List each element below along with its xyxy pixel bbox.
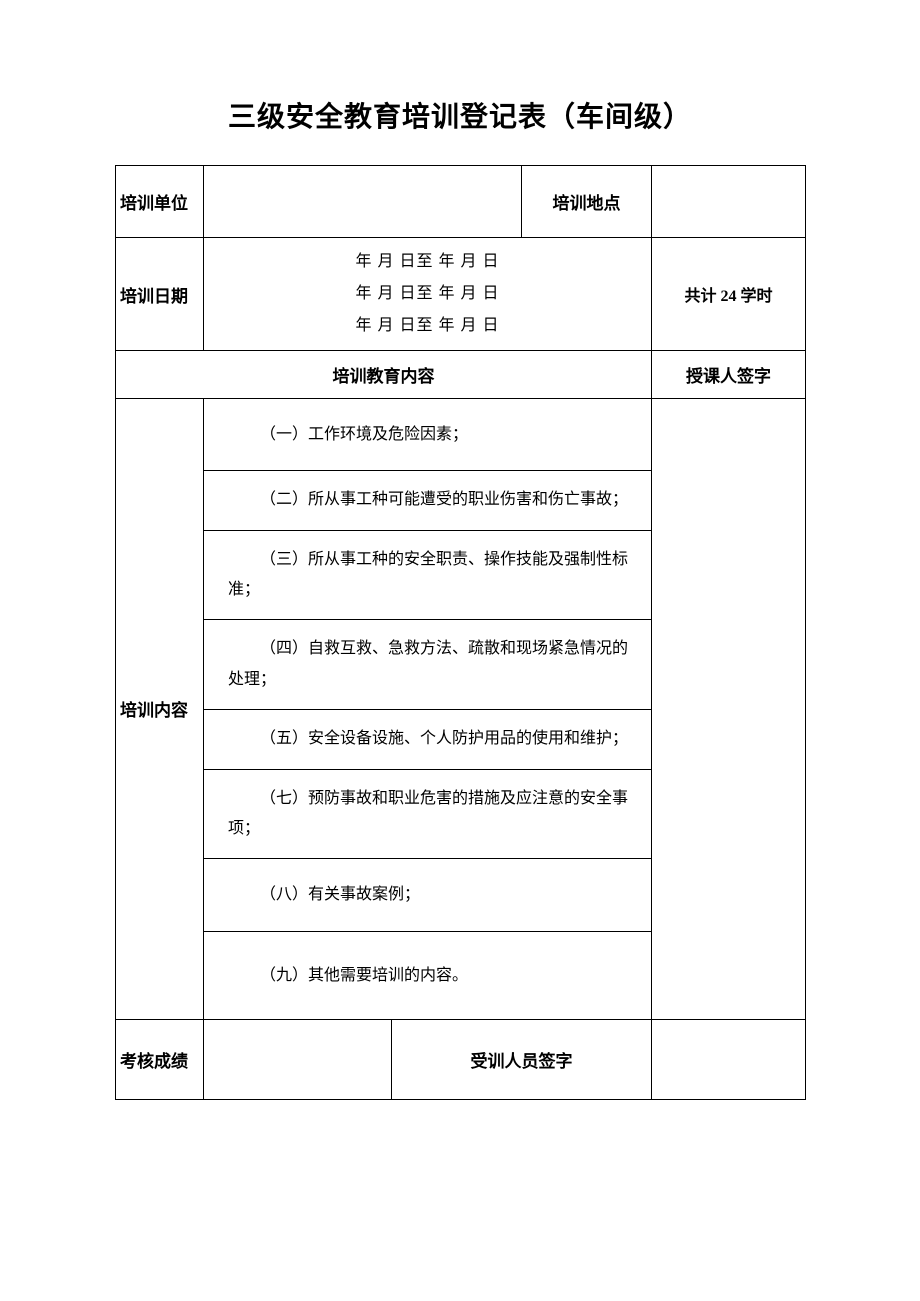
date-values: 年 月 日至 年 月 日 年 月 日至 年 月 日 年 月 日至 年 月 日: [204, 238, 652, 351]
date-line: 年 月 日至 年 月 日: [204, 278, 651, 310]
content-item: （四）自救互救、急救方法、疏散和现场紧急情况的处理；: [204, 620, 652, 710]
trainee-sign-value: [652, 1019, 806, 1099]
table-row: 培训教育内容 授课人签字: [116, 351, 806, 399]
content-header: 培训教育内容: [116, 351, 652, 399]
page-title: 三级安全教育培训登记表（车间级）: [115, 95, 805, 135]
trainee-sign-label: 受训人员签字: [392, 1019, 652, 1099]
signer-header: 授课人签字: [652, 351, 806, 399]
location-value: [652, 166, 806, 238]
content-item: （三）所从事工种的安全职责、操作技能及强制性标准；: [204, 530, 652, 620]
signer-value: [652, 399, 806, 1020]
content-item: （二）所从事工种可能遭受的职业伤害和伤亡事故；: [204, 471, 652, 530]
location-label: 培训地点: [522, 166, 652, 238]
unit-value: [204, 166, 522, 238]
table-row: 考核成绩 受训人员签字: [116, 1019, 806, 1099]
content-item: （九）其他需要培训的内容。: [204, 931, 652, 1019]
score-label: 考核成绩: [116, 1019, 204, 1099]
content-item: （五）安全设备设施、个人防护用品的使用和维护；: [204, 710, 652, 769]
content-item: （七）预防事故和职业危害的措施及应注意的安全事项；: [204, 769, 652, 859]
date-label: 培训日期: [116, 238, 204, 351]
date-line: 年 月 日至 年 月 日: [204, 310, 651, 342]
content-item: （一）工作环境及危险因素；: [204, 399, 652, 471]
content-label: 培训内容: [116, 399, 204, 1020]
registration-table: 培训单位 培训地点 培训日期 年 月 日至 年 月 日 年 月 日至 年 月 日…: [115, 165, 806, 1100]
unit-label: 培训单位: [116, 166, 204, 238]
table-row: 培训单位 培训地点: [116, 166, 806, 238]
duration-label: 共计 24 学时: [652, 238, 806, 351]
table-row: 培训日期 年 月 日至 年 月 日 年 月 日至 年 月 日 年 月 日至 年 …: [116, 238, 806, 351]
score-value: [204, 1019, 392, 1099]
table-row: 培训内容 （一）工作环境及危险因素；: [116, 399, 806, 471]
date-line: 年 月 日至 年 月 日: [204, 246, 651, 278]
content-item: （八）有关事故案例；: [204, 859, 652, 931]
